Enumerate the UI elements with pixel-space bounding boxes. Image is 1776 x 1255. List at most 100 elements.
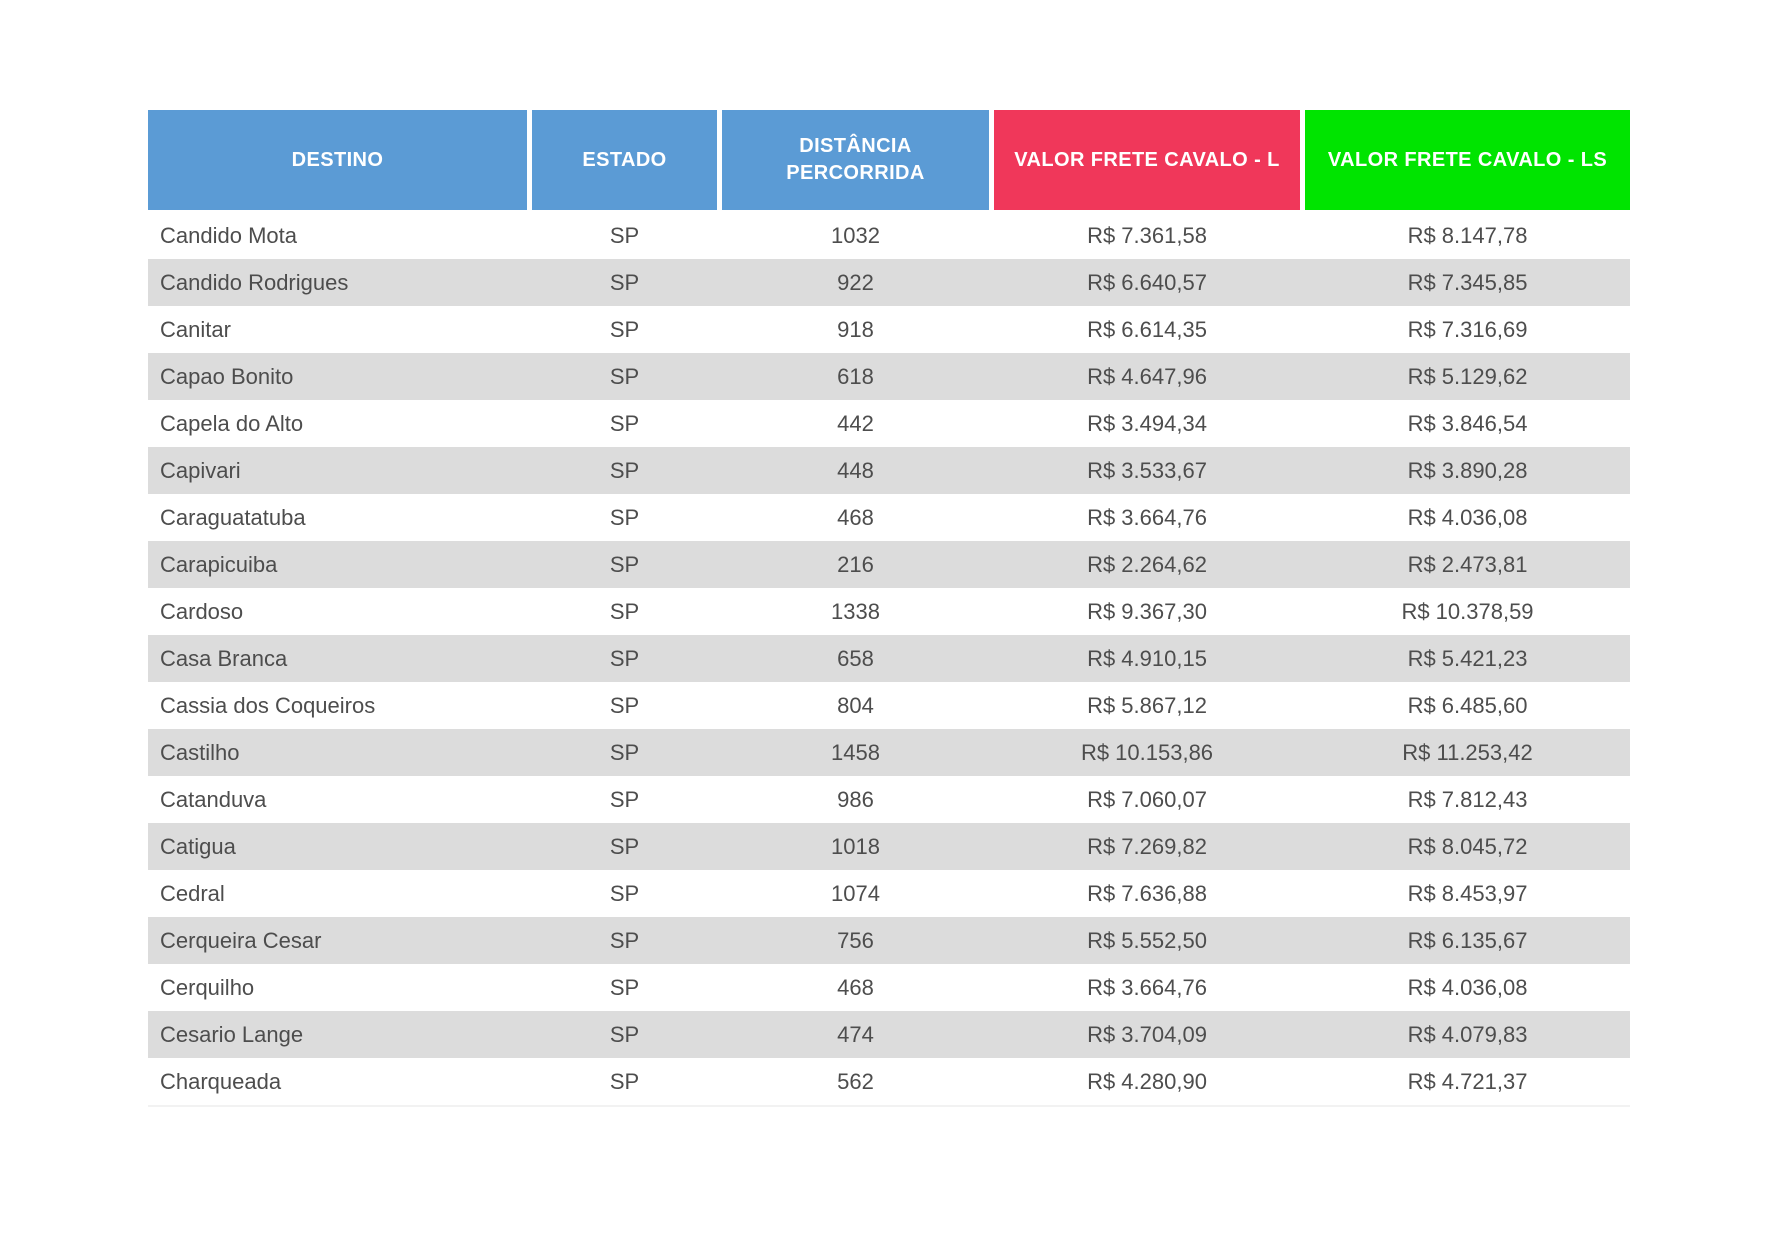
cell-valor-l: R$ 3.494,34 — [1087, 410, 1207, 436]
cell-valor-ls: R$ 5.421,23 — [1407, 645, 1528, 671]
cell-destino: Cassia dos Coqueiros — [160, 692, 376, 718]
table-row: Capao Bonito SP 618 R$ 4.647,96 R$ 5.129,62 — [148, 353, 1630, 400]
cell-estado: SP — [609, 316, 640, 342]
cell-distancia: 756 — [837, 927, 874, 953]
cell-destino: Catanduva — [160, 786, 267, 812]
table-body: Candido Mota SP 1032 R$ 7.361,58 R$ 8.147,78… — [148, 212, 1630, 1107]
column-header-valor-frete-cavalo-ls: VALOR FRETE CAVALO - LS — [1305, 110, 1630, 210]
cell-estado: SP — [609, 1021, 640, 1047]
column-header-distancia-percorrida: DISTÂNCIA PERCORRIDA — [722, 110, 989, 210]
cell-estado: SP — [609, 927, 640, 953]
cell-estado: SP — [609, 457, 640, 483]
cell-destino: Castilho — [160, 739, 240, 765]
table-row: Capela do Alto SP 442 R$ 3.494,34 R$ 3.846,5… — [148, 400, 1630, 447]
cell-destino: Cesario Lange — [160, 1021, 304, 1047]
table-row: Castilho SP 1458 R$ 10.153,86 R$ 11.253,42 — [148, 729, 1630, 776]
table-row: Cerquilho SP 468 R$ 3.664,76 R$ 4.036,08 — [148, 964, 1630, 1011]
cell-destino: Cerquilho — [160, 974, 255, 1000]
cell-distancia: 918 — [837, 316, 874, 342]
cell-estado: SP — [609, 551, 640, 577]
table-row: Cassia dos Coqueiros SP 804 R$ 5.867,12 R$ 6… — [148, 682, 1630, 729]
cell-estado: SP — [609, 1068, 640, 1094]
cell-estado: SP — [609, 880, 640, 906]
cell-distancia: 474 — [837, 1021, 874, 1047]
cell-destino: Candido Rodrigues — [160, 269, 349, 295]
table-row: Cerqueira Cesar SP 756 R$ 5.552,50 R$ 6.135,… — [148, 917, 1630, 964]
table-row: Catigua SP 1018 R$ 7.269,82 R$ 8.045,72 — [148, 823, 1630, 870]
cell-valor-l: R$ 7.060,07 — [1087, 786, 1207, 812]
cell-valor-l: R$ 6.640,57 — [1087, 269, 1207, 295]
cell-estado: SP — [609, 222, 640, 248]
table-row: Cesario Lange SP 474 R$ 3.704,09 R$ 4.079,83 — [148, 1011, 1630, 1058]
table-row: Capivari SP 448 R$ 3.533,67 R$ 3.890,28 — [148, 447, 1630, 494]
cell-distancia: 1338 — [831, 598, 880, 624]
cell-distancia: 448 — [837, 457, 874, 483]
cell-estado: SP — [609, 692, 640, 718]
cell-valor-l: R$ 3.704,09 — [1087, 1021, 1207, 1047]
cell-valor-l: R$ 7.636,88 — [1087, 880, 1207, 906]
cell-distancia: 922 — [837, 269, 874, 295]
cell-valor-l: R$ 7.361,58 — [1087, 222, 1207, 248]
table-row: Catanduva SP 986 R$ 7.060,07 R$ 7.812,43 — [148, 776, 1630, 823]
cell-valor-l: R$ 9.367,30 — [1087, 598, 1207, 624]
cell-valor-ls: R$ 10.378,59 — [1401, 598, 1534, 624]
cell-distancia: 468 — [837, 974, 874, 1000]
cell-valor-l: R$ 7.269,82 — [1087, 833, 1207, 859]
cell-destino: Canitar — [160, 316, 231, 342]
cell-valor-ls: R$ 4.036,08 — [1407, 504, 1528, 530]
cell-destino: Cardoso — [160, 598, 244, 624]
cell-valor-l: R$ 10.153,86 — [1080, 739, 1214, 765]
cell-destino: Capela do Alto — [160, 410, 304, 436]
cell-valor-l: R$ 3.664,76 — [1087, 504, 1207, 530]
cell-valor-ls: R$ 11.253,42 — [1402, 739, 1533, 765]
column-header-destino: DESTINO — [148, 110, 527, 210]
cell-distancia: 468 — [837, 504, 874, 530]
cell-valor-ls: R$ 7.316,69 — [1407, 316, 1528, 342]
cell-distancia: 658 — [837, 645, 874, 671]
cell-destino: Casa Branca — [160, 645, 288, 671]
cell-estado: SP — [609, 833, 640, 859]
cell-valor-ls: R$ 6.485,60 — [1407, 692, 1528, 718]
cell-valor-l: R$ 3.533,67 — [1087, 457, 1207, 483]
cell-distancia: 442 — [837, 410, 874, 436]
cell-estado: SP — [609, 269, 640, 295]
cell-valor-ls: R$ 4.036,08 — [1407, 974, 1528, 1000]
cell-distancia: 562 — [837, 1068, 874, 1094]
column-header-estado: ESTADO — [532, 110, 717, 210]
cell-valor-l: R$ 3.664,76 — [1087, 974, 1207, 1000]
cell-valor-l: R$ 6.614,35 — [1087, 316, 1207, 342]
cell-destino: Capao Bonito — [160, 363, 294, 389]
cell-distancia: 1018 — [831, 833, 880, 859]
cell-distancia: 618 — [837, 363, 874, 389]
cell-destino: Caraguatatuba — [160, 504, 306, 530]
cell-valor-ls: R$ 2.473,81 — [1407, 551, 1528, 577]
cell-valor-ls: R$ 3.846,54 — [1407, 410, 1528, 436]
cell-distancia: 1074 — [831, 880, 880, 906]
freight-price-table: DESTINO ESTADO DISTÂNCIA PERCORRIDA VALO… — [148, 110, 1630, 1107]
cell-valor-l: R$ 4.280,90 — [1087, 1068, 1207, 1094]
cell-valor-ls: R$ 7.345,85 — [1407, 269, 1528, 295]
cell-valor-ls: R$ 4.079,83 — [1407, 1021, 1528, 1047]
cell-estado: SP — [609, 504, 640, 530]
cell-valor-l: R$ 4.647,96 — [1087, 363, 1207, 389]
cell-valor-ls: R$ 8.147,78 — [1407, 222, 1528, 248]
column-header-valor-frete-cavalo-l: VALOR FRETE CAVALO - L — [994, 110, 1300, 210]
cell-destino: Cedral — [160, 880, 225, 906]
cell-valor-l: R$ 2.264,62 — [1087, 551, 1207, 577]
cell-valor-ls: R$ 8.453,97 — [1407, 880, 1528, 906]
cell-destino: Cerqueira Cesar — [160, 927, 322, 953]
cell-estado: SP — [609, 363, 640, 389]
table-row: Candido Mota SP 1032 R$ 7.361,58 R$ 8.147,78 — [148, 212, 1630, 259]
cell-destino: Catigua — [160, 833, 236, 859]
cell-valor-ls: R$ 4.721,37 — [1407, 1068, 1528, 1094]
table-row: Charqueada SP 562 R$ 4.280,90 R$ 4.721,37 — [148, 1058, 1630, 1105]
cell-estado: SP — [609, 645, 640, 671]
cell-distancia: 804 — [837, 692, 874, 718]
cell-valor-ls: R$ 3.890,28 — [1407, 457, 1528, 483]
cell-valor-l: R$ 5.867,12 — [1087, 692, 1207, 718]
cell-destino: Charqueada — [160, 1068, 282, 1094]
cell-distancia: 1032 — [831, 222, 880, 248]
cell-distancia: 1458 — [831, 739, 880, 765]
cell-estado: SP — [609, 598, 640, 624]
cell-destino: Carapicuiba — [160, 551, 278, 577]
